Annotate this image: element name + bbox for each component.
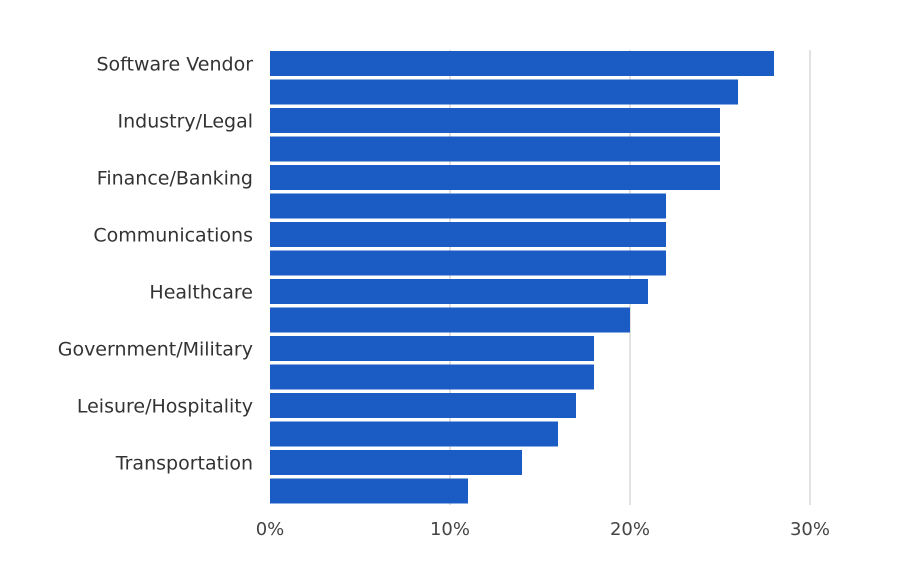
bar-15: [270, 478, 468, 504]
category-label-0: Software Vendor: [96, 54, 253, 76]
bar-10: [270, 336, 594, 361]
bar-6: [270, 222, 666, 247]
category-label-14: Transportation: [115, 453, 253, 475]
bars: [270, 51, 774, 504]
x-tick-label-10: 10%: [430, 519, 470, 540]
bar-13: [270, 421, 558, 447]
bar-7: [270, 250, 666, 276]
x-tick-label-20: 20%: [610, 519, 650, 540]
bar-12: [270, 393, 576, 418]
x-tick-label-0: 0%: [256, 519, 285, 540]
x-tick-label-30: 30%: [790, 519, 830, 540]
bar-3: [270, 136, 720, 162]
category-label-8: Healthcare: [149, 282, 253, 304]
bar-2: [270, 108, 720, 133]
bar-8: [270, 279, 648, 304]
bar-0: [270, 51, 774, 76]
bar-4: [270, 165, 720, 190]
category-label-10: Government/Military: [58, 339, 253, 361]
bar-5: [270, 193, 666, 219]
category-label-12: Leisure/Hospitality: [77, 396, 253, 418]
x-axis-tick-labels: 0% 10% 20% 30%: [256, 519, 830, 540]
category-labels: Software Vendor Industry/Legal Finance/Ban…: [58, 54, 253, 475]
bar-11: [270, 364, 594, 390]
category-label-2: Industry/Legal: [118, 111, 253, 133]
bar-9: [270, 307, 630, 333]
bar-1: [270, 79, 738, 105]
category-label-6: Communications: [93, 225, 253, 247]
bar-14: [270, 450, 522, 475]
category-label-4: Finance/Banking: [97, 168, 253, 190]
